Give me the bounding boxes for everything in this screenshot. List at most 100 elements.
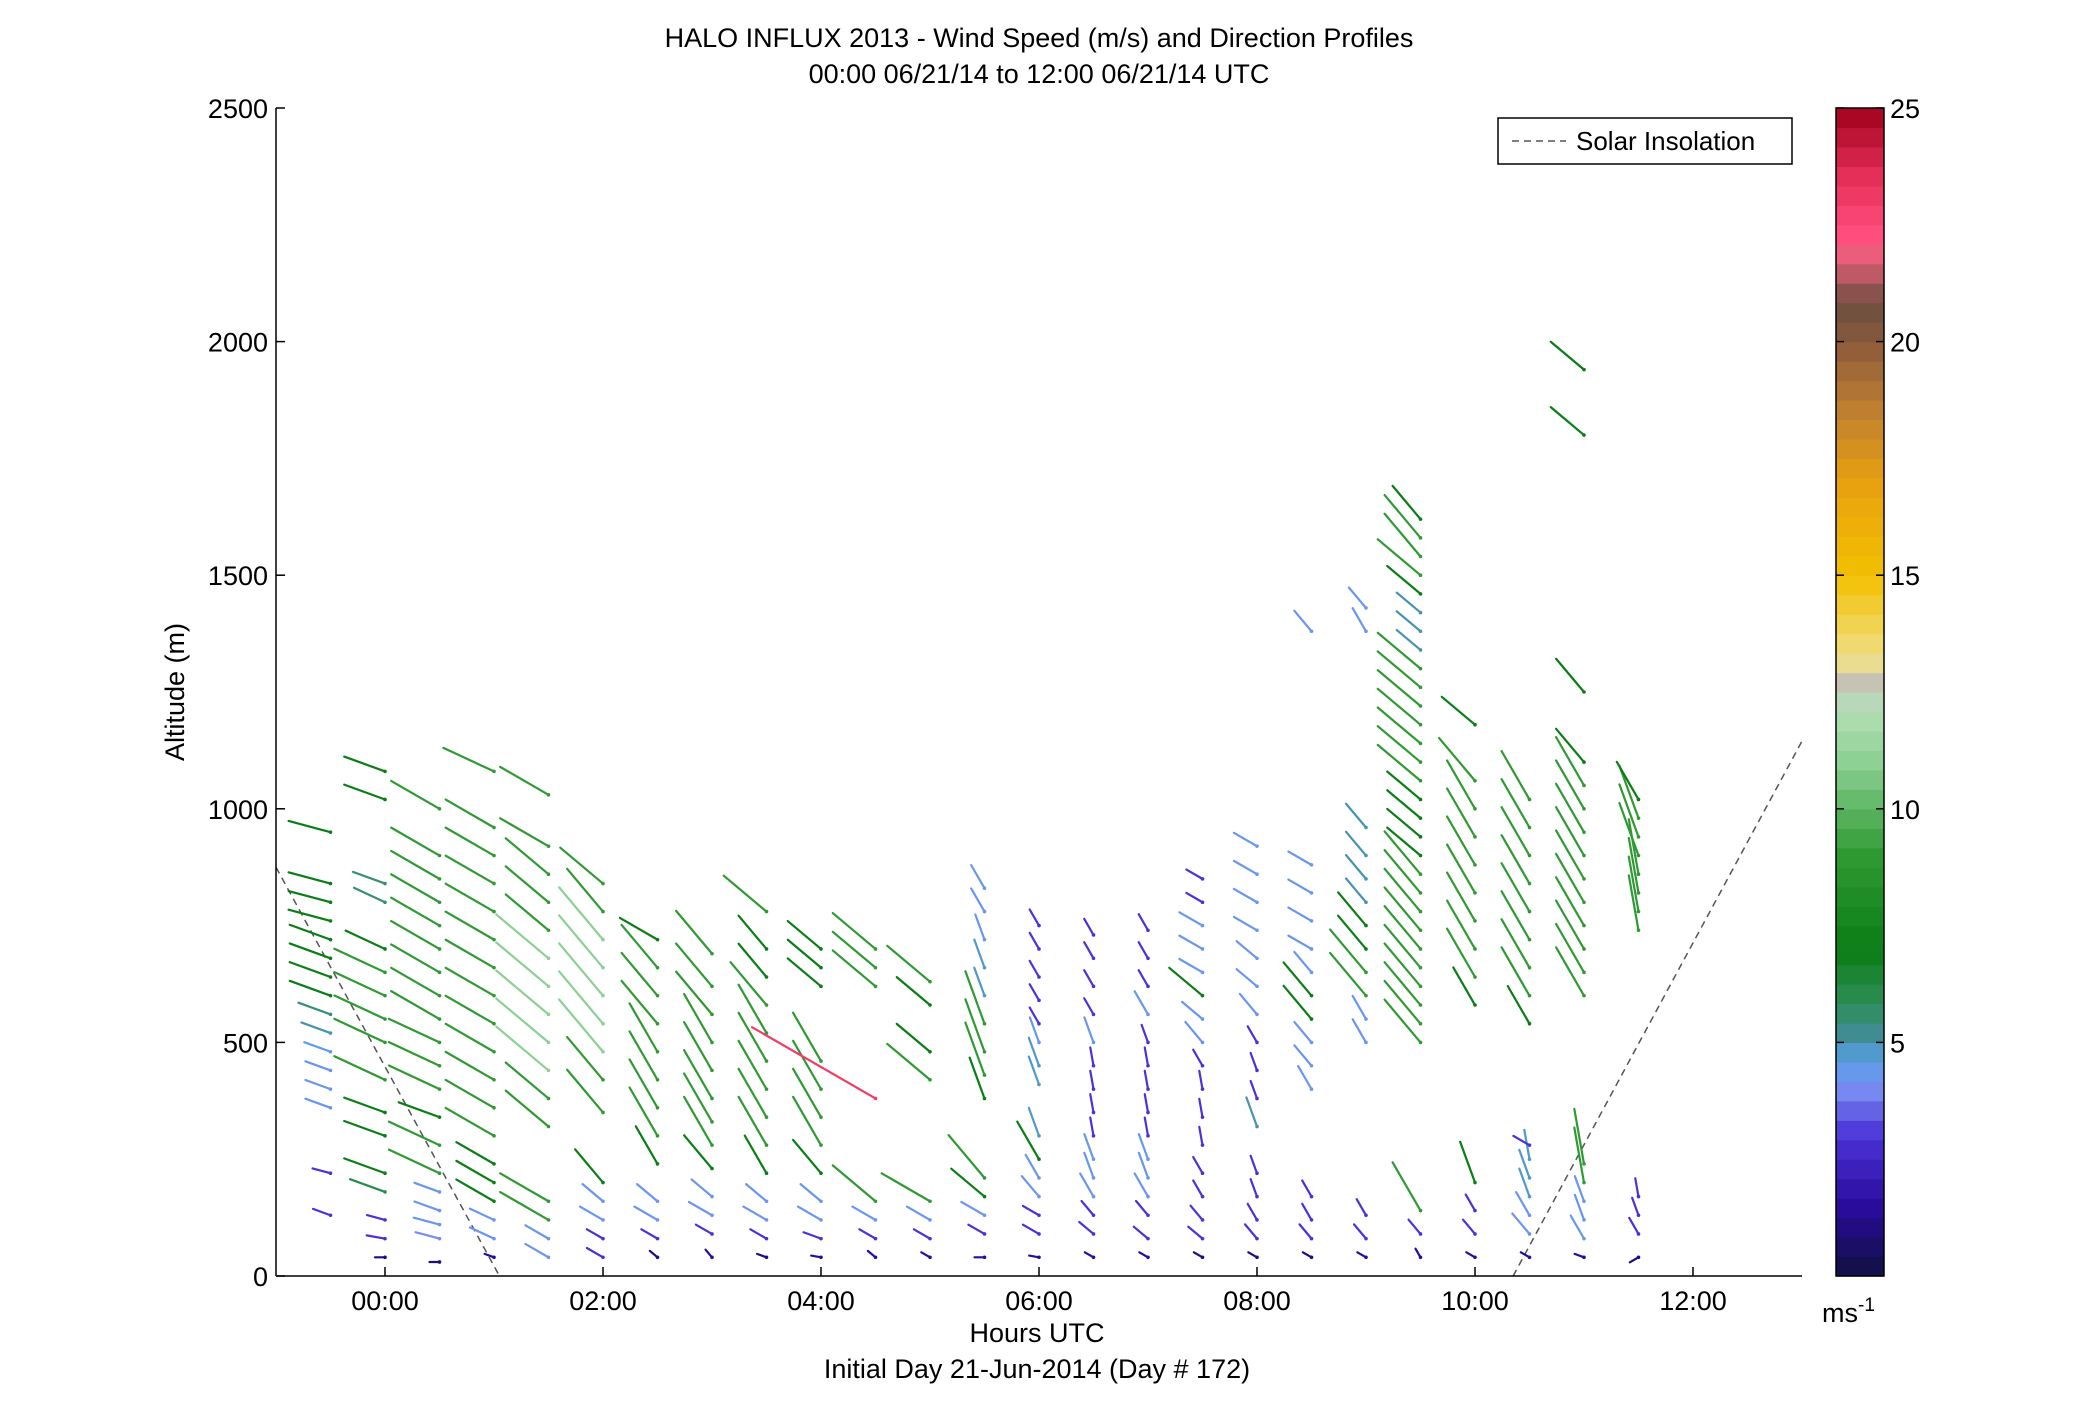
wind-barb	[1132, 1225, 1150, 1240]
wind-barb-head	[1527, 1143, 1532, 1147]
wind-barb	[495, 997, 550, 1044]
wind-barb	[1083, 1151, 1095, 1179]
wind-barb	[792, 1138, 823, 1175]
wind-barb	[444, 938, 496, 969]
wind-barb-head	[601, 1180, 605, 1185]
wind-barb	[1351, 1018, 1368, 1044]
wind-barb-head	[1473, 1208, 1477, 1213]
wind-barb	[1628, 1216, 1640, 1236]
wind-barb	[1344, 830, 1368, 857]
wind-barb	[287, 908, 332, 923]
wind-barb-head	[982, 937, 987, 942]
wind-barb	[499, 1190, 550, 1222]
colorbar-band	[1836, 906, 1884, 927]
wind-barb	[1383, 867, 1422, 913]
wind-barb	[1028, 983, 1041, 1002]
wind-barb	[1083, 941, 1095, 960]
wind-barb-head	[873, 947, 878, 951]
colorbar-band	[1836, 458, 1884, 479]
wind-barb	[343, 755, 387, 773]
wind-barb-head	[1364, 923, 1368, 928]
wind-barb	[566, 1068, 605, 1114]
wind-barb-head	[710, 1040, 714, 1045]
wind-barb-head	[437, 1017, 442, 1021]
wind-barb	[1027, 1055, 1041, 1086]
chart-title: HALO INFLUX 2013 - Wind Speed (m/s) and …	[665, 23, 1414, 53]
wind-barb-head	[1527, 1232, 1532, 1236]
wind-barb-head	[1582, 433, 1586, 437]
wind-barb	[351, 870, 387, 885]
y-tick-label: 0	[253, 1262, 268, 1292]
wind-barb	[288, 942, 332, 960]
wind-barb-head	[928, 1077, 932, 1082]
wind-barb	[1459, 1140, 1477, 1184]
wind-barb	[1293, 609, 1313, 633]
wind-barb-head	[1255, 1124, 1259, 1129]
wind-barb-head	[328, 919, 333, 923]
wind-barb-head	[710, 1213, 714, 1218]
wind-barb	[682, 1072, 714, 1123]
wind-barb-head	[1582, 1199, 1586, 1204]
wind-barb	[1028, 959, 1041, 979]
wind-barb	[287, 819, 332, 834]
wind-barb	[1407, 1218, 1422, 1236]
wind-barb	[414, 1231, 441, 1240]
wind-barb-head	[383, 947, 387, 951]
wind-barb-head	[601, 993, 605, 998]
wind-barb	[1376, 650, 1422, 689]
wind-barb	[1386, 826, 1422, 857]
wind-barb	[297, 1001, 332, 1016]
wind-barb	[1028, 1016, 1041, 1044]
wind-barb	[1243, 1223, 1259, 1240]
wind-barb	[633, 1205, 659, 1222]
wind-barb	[1627, 874, 1640, 932]
wind-barb-head	[1091, 1063, 1096, 1068]
wind-barb	[1376, 706, 1422, 745]
wind-barb-head	[873, 1236, 878, 1241]
wind-barb	[737, 983, 768, 1035]
wind-barb	[333, 970, 387, 997]
colorbar-band	[1836, 653, 1884, 674]
wind-barb	[504, 1089, 550, 1128]
wind-barb-head	[1091, 984, 1096, 989]
wind-barb	[1383, 886, 1422, 932]
wind-barb-head	[601, 1236, 605, 1241]
wind-barb-head	[1527, 1194, 1532, 1199]
colorbar-band	[1836, 789, 1884, 810]
colorbar-band	[1836, 1003, 1884, 1024]
wind-barb	[791, 1039, 823, 1091]
wind-barb-head	[819, 1255, 823, 1260]
wind-barb	[960, 1200, 986, 1217]
wind-barb	[1189, 1204, 1204, 1222]
wind-barb-head	[1200, 1087, 1205, 1091]
colorbar-band	[1836, 730, 1884, 751]
solar-insolation-layer	[276, 740, 1802, 1276]
wind-barb-head	[1473, 835, 1477, 839]
wind-barb-head	[437, 947, 442, 951]
wind-barb-head	[1418, 891, 1423, 895]
wind-barb-head	[1527, 909, 1532, 914]
wind-barb	[499, 817, 550, 848]
wind-barb	[1573, 1193, 1586, 1222]
wind-barb-head	[710, 1120, 714, 1124]
wind-barb	[1293, 950, 1313, 974]
wind-barb-head	[546, 1124, 551, 1129]
wind-barb	[1137, 1133, 1150, 1161]
colorbar-band	[1836, 380, 1884, 401]
wind-barb-head	[1255, 1194, 1259, 1199]
colorbar-band	[1836, 1256, 1884, 1277]
wind-barb	[1337, 891, 1368, 927]
wind-barb-head	[1309, 1218, 1314, 1222]
x-ticks: 00:00 02:00 04:00 06:00 08:00 10:00 12:00	[351, 1267, 1727, 1316]
wind-barb	[749, 1228, 768, 1240]
wind-barb-head	[1037, 1232, 1041, 1236]
wind-barb-head	[1146, 1157, 1150, 1161]
wind-barb-head	[764, 1087, 769, 1091]
x-tick-label: 00:00	[351, 1286, 419, 1316]
wind-barb	[311, 1167, 332, 1175]
wind-barb	[675, 970, 714, 1016]
wind-barb-head	[1255, 1236, 1259, 1241]
wind-barb	[786, 919, 823, 951]
wind-barb-head	[764, 975, 769, 979]
wind-barb-head	[819, 1115, 823, 1119]
